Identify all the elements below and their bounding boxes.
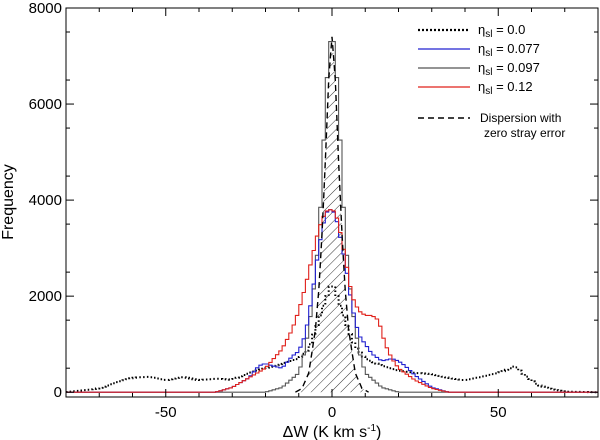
y-tick-label: 4000 xyxy=(29,192,62,209)
series-layer xyxy=(66,36,598,394)
y-tick-label: 0 xyxy=(54,384,62,401)
x-tick-label: -50 xyxy=(155,404,177,421)
series-line-3 xyxy=(66,209,598,393)
y-axis-title: Frequency xyxy=(0,164,17,240)
legend-label: ηsl = 0.0 xyxy=(478,22,525,40)
y-tick-label: 6000 xyxy=(29,96,62,113)
legend-label: ηsl = 0.097 xyxy=(478,60,540,78)
legend-note: Dispersion with xyxy=(480,111,561,125)
legend-note: zero stray error xyxy=(484,126,565,140)
x-axis: -50 0 50 xyxy=(65,8,599,421)
series-line-4 xyxy=(295,36,369,393)
hatched-fill xyxy=(295,36,369,393)
y-tick-label: 2000 xyxy=(29,288,62,305)
x-tick-label: 50 xyxy=(490,404,507,421)
y-tick-label: 8000 xyxy=(29,0,62,17)
y-axis: 0 2000 4000 6000 8000 xyxy=(29,0,598,401)
legend-label: ηsl = 0.12 xyxy=(478,79,533,97)
x-tick-label: 0 xyxy=(328,404,336,421)
series-line-0 xyxy=(66,285,598,394)
dispersion-hatched-area xyxy=(295,36,369,393)
x-axis-title: ΔW (K km s-1) xyxy=(283,423,382,440)
legend-label: ηsl = 0.077 xyxy=(478,41,540,59)
